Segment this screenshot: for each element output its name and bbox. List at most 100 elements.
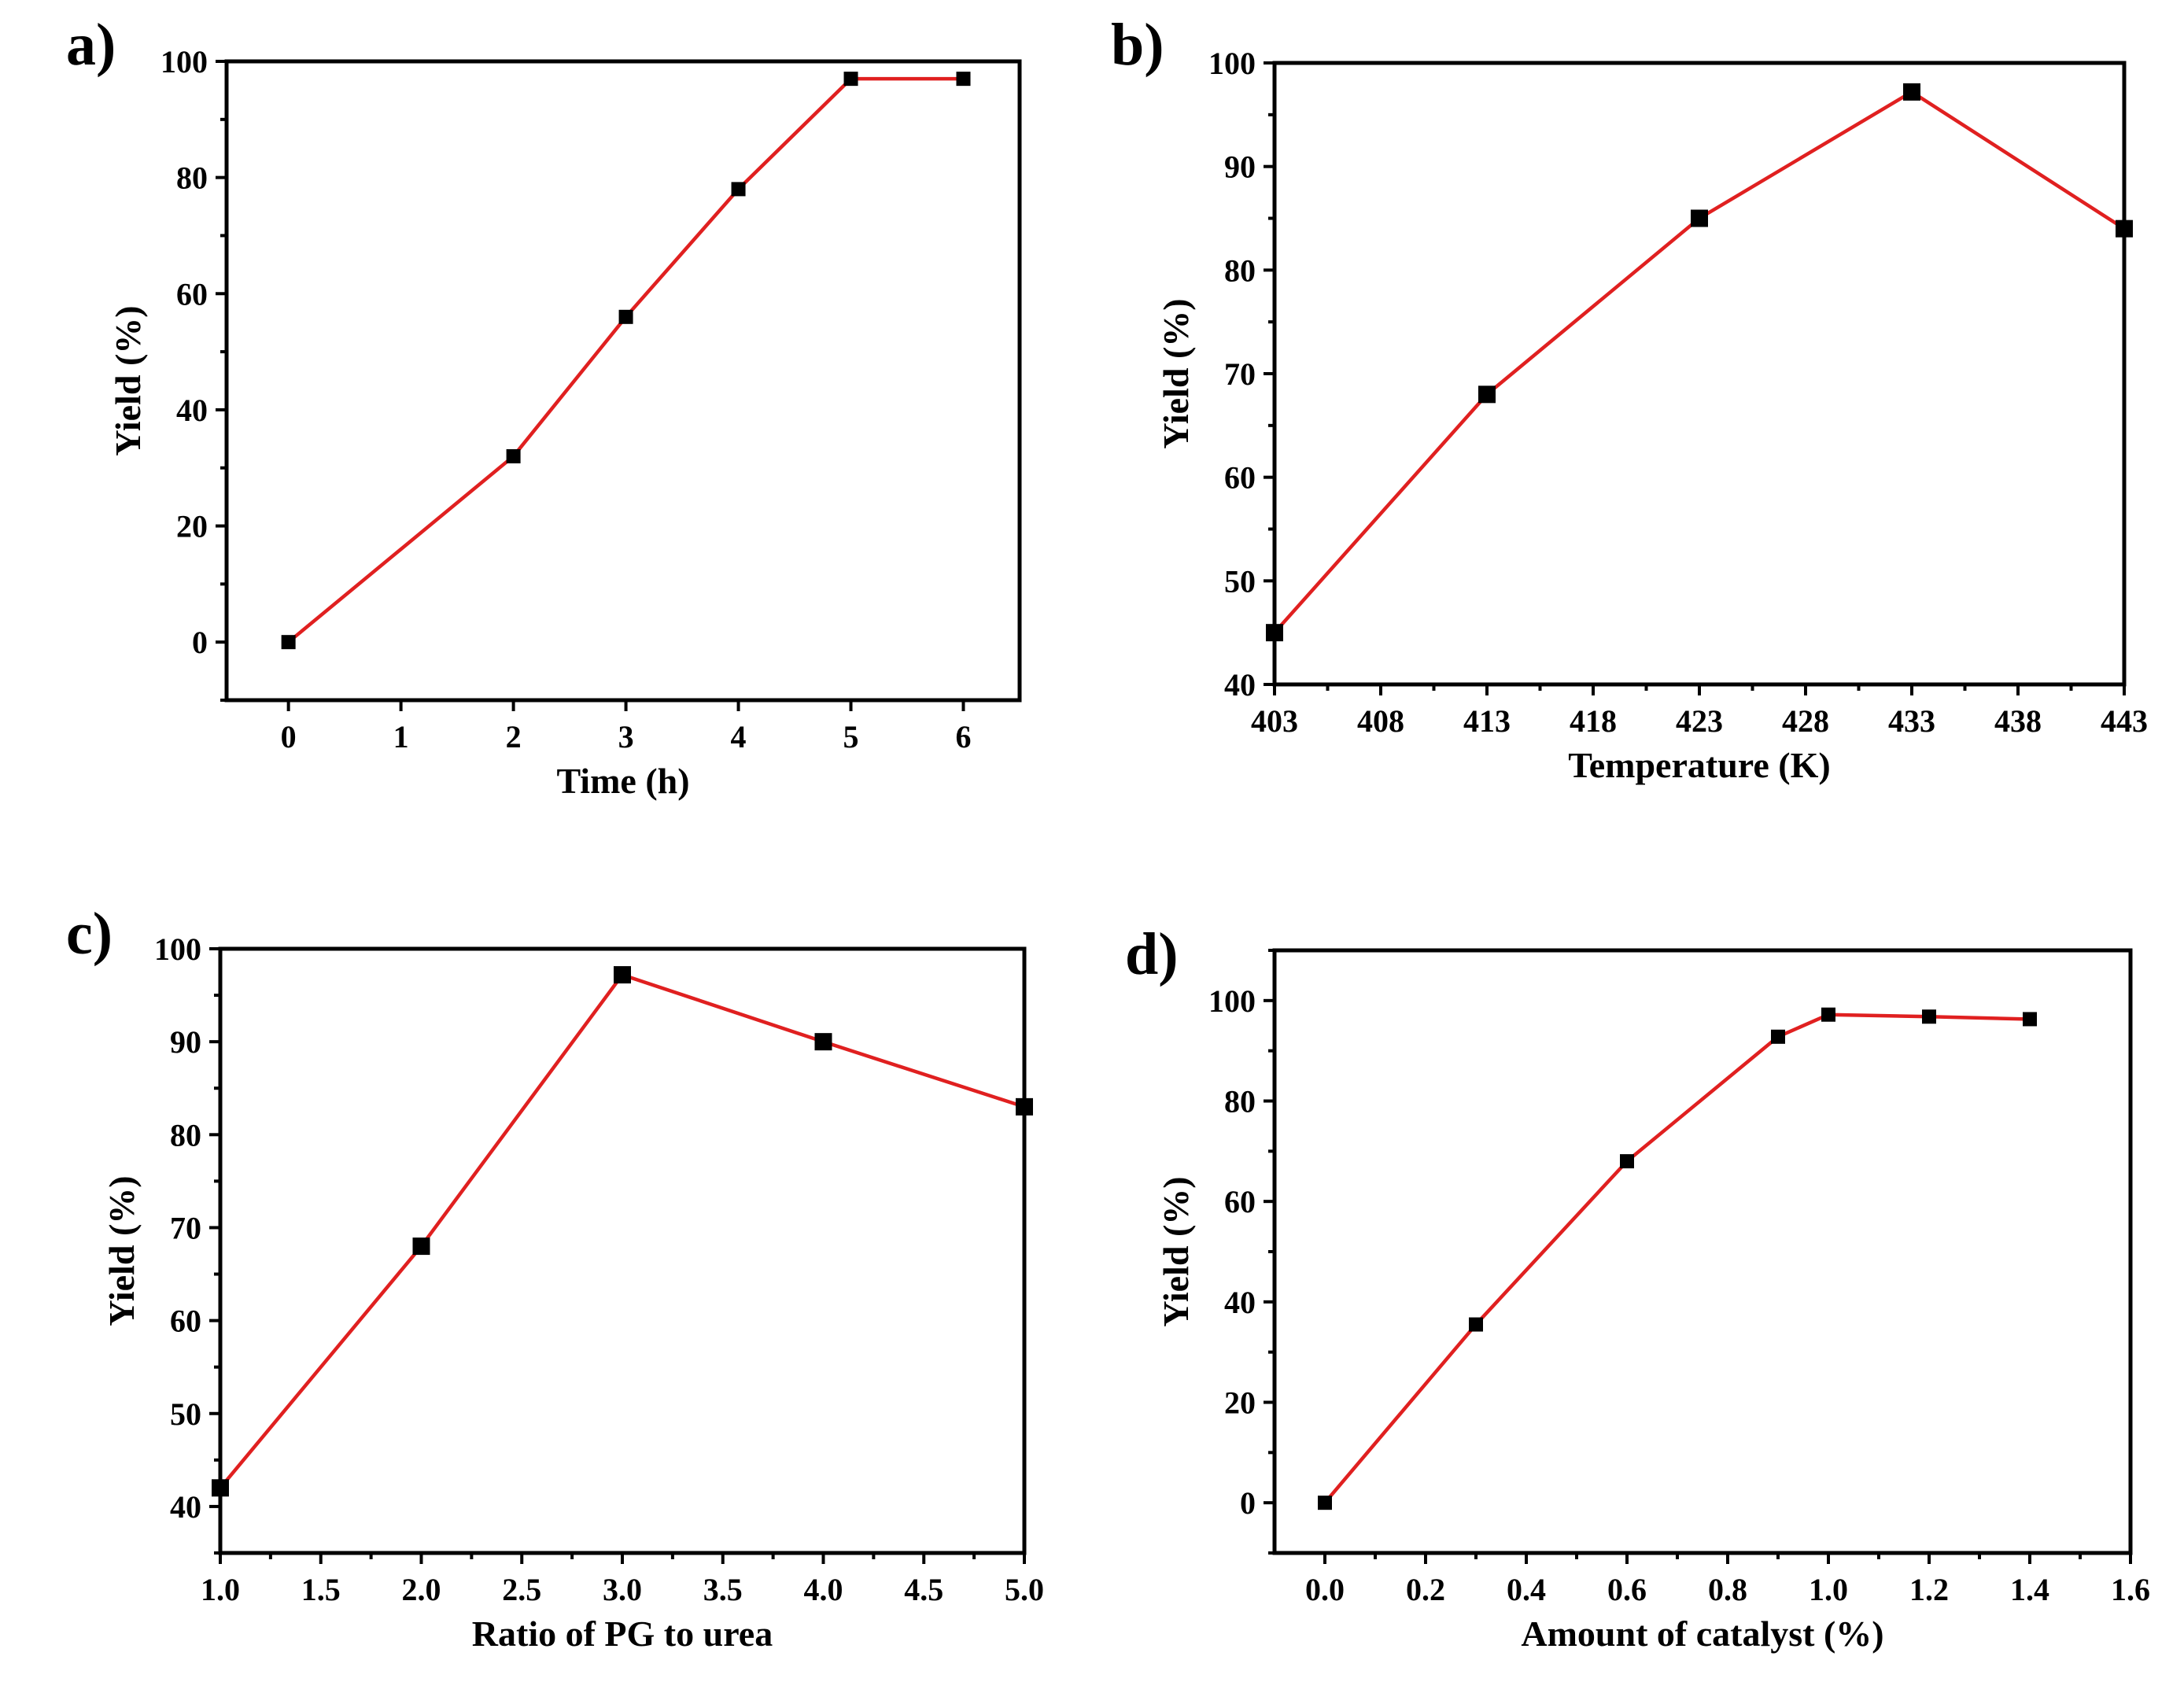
y-tick-label: 20: [1224, 1385, 1256, 1421]
x-tick-label: 1.4: [2010, 1572, 2049, 1607]
x-tick-label: 3.0: [603, 1572, 642, 1607]
panel-label: c): [66, 901, 113, 967]
x-tick-label: 433: [1888, 703, 1935, 739]
y-tick-label: 40: [170, 1489, 201, 1525]
chart-panel: c) 1.0 1.5 2.0 2.5 3.0 3.5 4.0 4.5 5.0 40 50 60 70 80 9…: [66, 901, 1044, 1654]
x-tick-label: 1.6: [2111, 1572, 2150, 1607]
data-point: [1922, 1009, 1936, 1024]
x-tick-label: 443: [2101, 703, 2148, 739]
data-point: [1266, 624, 1283, 642]
y-tick-label: 100: [154, 931, 201, 967]
x-tick-label: 413: [1463, 703, 1511, 739]
data-point: [1821, 1007, 1835, 1022]
y-tick-label: 60: [1224, 460, 1256, 496]
x-tick-label: 1.5: [301, 1572, 341, 1607]
x-tick-label: 1: [393, 719, 409, 754]
plot-frame: [1272, 61, 2127, 687]
plot-frame: [218, 946, 1027, 1555]
data-point: [1016, 1097, 1033, 1116]
data-point: [212, 1479, 229, 1497]
x-tick-label: 4: [731, 719, 747, 754]
chart-panel: d) 0.0 0.2 0.4 0.6 0.8 1.0 1.2 1.4 1.6 0 20 40 60 80 10…: [1125, 921, 2150, 1654]
x-tick-label: 423: [1676, 703, 1723, 739]
y-tick-label: 40: [1224, 667, 1256, 703]
y-axis-title: Yield (%): [1156, 298, 1196, 448]
x-tick-label: 4.0: [804, 1572, 843, 1607]
panel-label: b): [1111, 12, 1164, 78]
x-tick-label: 0: [281, 719, 297, 754]
y-tick-label: 60: [1224, 1184, 1256, 1219]
data-point: [412, 1237, 430, 1256]
x-tick-label: 5.0: [1005, 1572, 1044, 1607]
data-point: [618, 309, 633, 324]
x-tick-label: 3: [618, 719, 634, 754]
y-tick-label: 0: [1240, 1485, 1256, 1521]
y-tick-label: 50: [170, 1396, 201, 1432]
data-point: [731, 182, 746, 197]
y-axis-title: Yield (%): [101, 1175, 142, 1326]
data-point: [281, 635, 296, 650]
data-point: [2116, 219, 2133, 238]
x-tick-label: 408: [1357, 703, 1404, 739]
series-line: [219, 972, 1025, 1489]
data-point: [1478, 385, 1496, 404]
panel-label: a): [66, 12, 116, 78]
x-tick-label: 5: [843, 719, 859, 754]
y-tick-label: 60: [170, 1304, 201, 1339]
series-line: [1323, 1012, 2031, 1504]
y-tick-label: 70: [170, 1210, 201, 1245]
x-tick-label: 0.4: [1507, 1572, 1546, 1607]
data-point: [956, 72, 971, 87]
x-axis-title: Ratio of PG to urea: [472, 1614, 773, 1654]
x-axis-title: Time (h): [556, 761, 689, 801]
y-tick-label: 100: [1208, 46, 1256, 81]
series-line: [1273, 90, 2126, 634]
y-tick-label: 60: [176, 276, 208, 312]
y-axis-title: Yield (%): [1156, 1176, 1196, 1326]
y-tick-label: 70: [1224, 356, 1256, 392]
series-line: [287, 76, 964, 644]
x-tick-label: 1.2: [1909, 1572, 1949, 1607]
y-tick-label: 90: [1224, 149, 1256, 185]
plot-frame: [224, 59, 1022, 703]
data-point: [814, 1033, 832, 1051]
data-point: [1620, 1154, 1634, 1169]
y-tick-label: 40: [1224, 1285, 1256, 1320]
data-point: [1318, 1496, 1332, 1510]
chart-panel: b) 403 408 413 418 423 428 433 438 443 40 50 60 70 80 9…: [1111, 12, 2148, 785]
x-tick-label: 3.5: [703, 1572, 743, 1607]
y-axis-title: Yield (%): [108, 305, 148, 456]
y-tick-label: 100: [1208, 983, 1256, 1019]
data-point: [843, 72, 858, 87]
x-tick-label: 0.6: [1607, 1572, 1647, 1607]
data-point: [1771, 1029, 1785, 1044]
x-tick-label: 2: [506, 719, 522, 754]
y-tick-label: 80: [1224, 253, 1256, 288]
data-point: [1691, 209, 1708, 227]
y-tick-label: 100: [160, 44, 208, 79]
x-tick-label: 418: [1570, 703, 1617, 739]
x-tick-label: 0.0: [1305, 1572, 1345, 1607]
data-point: [1903, 83, 1920, 101]
x-tick-label: 6: [956, 719, 972, 754]
y-tick-label: 80: [176, 160, 208, 196]
y-tick-label: 50: [1224, 563, 1256, 599]
data-point: [1469, 1317, 1483, 1332]
x-tick-label: 0.8: [1708, 1572, 1747, 1607]
x-tick-label: 2.5: [502, 1572, 541, 1607]
y-tick-label: 20: [176, 509, 208, 544]
data-point: [614, 966, 631, 984]
plot-frame: [1272, 948, 2133, 1555]
x-tick-label: 438: [1994, 703, 2042, 739]
x-tick-label: 0.2: [1406, 1572, 1445, 1607]
y-tick-label: 90: [170, 1024, 201, 1060]
y-tick-label: 0: [192, 625, 208, 660]
x-tick-label: 4.5: [904, 1572, 943, 1607]
data-point: [2023, 1012, 2037, 1027]
x-tick-label: 2.0: [402, 1572, 441, 1607]
y-tick-label: 80: [1224, 1084, 1256, 1119]
x-tick-label: 1.0: [1809, 1572, 1848, 1607]
y-tick-label: 40: [176, 393, 208, 428]
x-tick-label: 428: [1782, 703, 1829, 739]
